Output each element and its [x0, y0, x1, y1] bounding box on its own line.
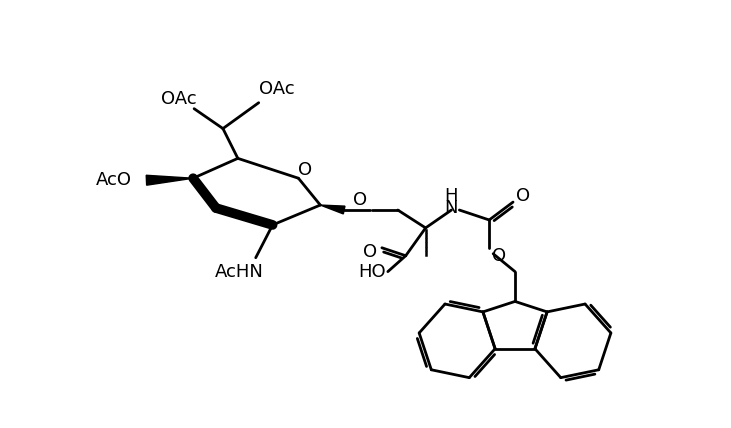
Text: O: O — [353, 191, 367, 209]
Text: N: N — [444, 199, 458, 217]
Text: AcHN: AcHN — [214, 263, 263, 281]
Text: H: H — [444, 187, 458, 205]
Text: OAc: OAc — [162, 90, 197, 108]
Text: HO: HO — [358, 263, 386, 281]
Text: O: O — [516, 187, 530, 205]
Text: O: O — [298, 161, 312, 179]
Text: O: O — [363, 243, 377, 261]
Text: O: O — [492, 247, 506, 265]
Text: OAc: OAc — [259, 80, 295, 98]
Polygon shape — [320, 205, 345, 214]
Text: AcO: AcO — [96, 171, 132, 189]
Polygon shape — [146, 175, 193, 185]
